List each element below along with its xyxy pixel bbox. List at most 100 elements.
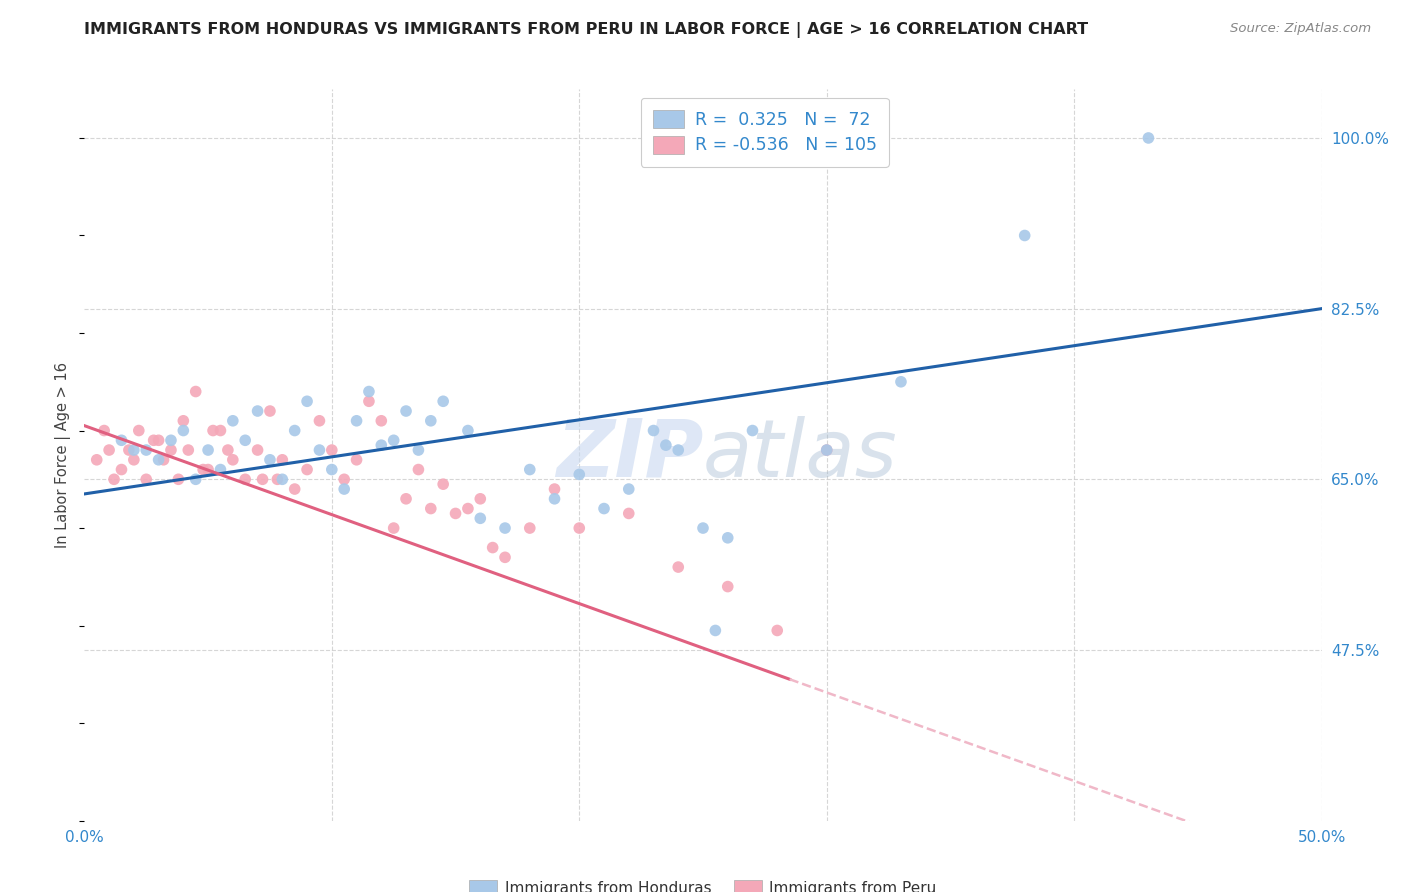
- Point: [209, 424, 232, 438]
- Point: [395, 491, 418, 506]
- Point: [494, 521, 516, 535]
- Point: [271, 452, 294, 467]
- Point: [284, 482, 307, 496]
- Point: [202, 424, 225, 438]
- Point: [217, 443, 239, 458]
- Point: [321, 443, 343, 458]
- Point: [197, 462, 219, 476]
- Point: [568, 521, 591, 535]
- Point: [246, 404, 269, 418]
- Point: [593, 501, 616, 516]
- Point: [741, 424, 763, 438]
- Point: [666, 560, 689, 574]
- Point: [333, 482, 356, 496]
- Point: [148, 434, 170, 448]
- Point: [295, 394, 318, 409]
- Point: [93, 424, 115, 438]
- Point: [321, 462, 343, 476]
- Point: [86, 452, 108, 467]
- Text: atlas: atlas: [703, 416, 898, 494]
- Point: [222, 414, 245, 428]
- Text: IMMIGRANTS FROM HONDURAS VS IMMIGRANTS FROM PERU IN LABOR FORCE | AGE > 16 CORRE: IMMIGRANTS FROM HONDURAS VS IMMIGRANTS F…: [84, 22, 1088, 38]
- Point: [233, 434, 256, 448]
- Point: [110, 462, 132, 476]
- Point: [717, 531, 740, 545]
- Point: [692, 521, 714, 535]
- Point: [815, 443, 838, 458]
- Point: [617, 482, 640, 496]
- Point: [543, 491, 565, 506]
- Point: [470, 491, 492, 506]
- Point: [172, 414, 194, 428]
- Point: [209, 462, 232, 476]
- Point: [135, 443, 157, 458]
- Point: [717, 580, 740, 594]
- Point: [177, 443, 200, 458]
- Point: [382, 434, 405, 448]
- Point: [252, 472, 274, 486]
- Point: [266, 472, 288, 486]
- Point: [419, 414, 441, 428]
- Point: [766, 624, 789, 638]
- Point: [543, 482, 565, 496]
- Point: [457, 501, 479, 516]
- Point: [457, 424, 479, 438]
- Point: [271, 472, 294, 486]
- Point: [122, 452, 145, 467]
- Point: [135, 472, 157, 486]
- Point: [333, 472, 356, 486]
- Point: [160, 434, 183, 448]
- Point: [184, 384, 207, 399]
- Point: [197, 443, 219, 458]
- Point: [432, 477, 454, 491]
- Point: [357, 384, 380, 399]
- Point: [191, 462, 214, 476]
- Point: [346, 414, 368, 428]
- Point: [470, 511, 492, 525]
- Point: [890, 375, 912, 389]
- Point: [308, 414, 330, 428]
- Point: [444, 507, 467, 521]
- Point: [103, 472, 125, 486]
- Point: [346, 452, 368, 467]
- Text: ZIP: ZIP: [555, 416, 703, 494]
- Point: [118, 443, 141, 458]
- Point: [519, 462, 541, 476]
- Point: [148, 452, 170, 467]
- Point: [408, 443, 430, 458]
- Point: [568, 467, 591, 482]
- Point: [494, 550, 516, 565]
- Point: [246, 443, 269, 458]
- Y-axis label: In Labor Force | Age > 16: In Labor Force | Age > 16: [55, 362, 72, 548]
- Point: [98, 443, 121, 458]
- Point: [308, 443, 330, 458]
- Point: [172, 424, 194, 438]
- Point: [184, 472, 207, 486]
- Point: [295, 462, 318, 476]
- Point: [408, 462, 430, 476]
- Point: [432, 394, 454, 409]
- Point: [259, 452, 281, 467]
- Legend: Immigrants from Honduras, Immigrants from Peru: Immigrants from Honduras, Immigrants fro…: [461, 872, 945, 892]
- Point: [1137, 131, 1160, 145]
- Point: [370, 414, 392, 428]
- Point: [419, 501, 441, 516]
- Point: [666, 443, 689, 458]
- Point: [160, 443, 183, 458]
- Point: [370, 438, 392, 452]
- Point: [395, 404, 418, 418]
- Point: [128, 424, 150, 438]
- Point: [233, 472, 256, 486]
- Point: [1014, 228, 1036, 243]
- Text: Source: ZipAtlas.com: Source: ZipAtlas.com: [1230, 22, 1371, 36]
- Point: [142, 434, 165, 448]
- Point: [519, 521, 541, 535]
- Point: [704, 624, 727, 638]
- Point: [481, 541, 503, 555]
- Point: [655, 438, 678, 452]
- Point: [167, 472, 190, 486]
- Point: [152, 452, 174, 467]
- Point: [122, 443, 145, 458]
- Point: [110, 434, 132, 448]
- Point: [815, 443, 838, 458]
